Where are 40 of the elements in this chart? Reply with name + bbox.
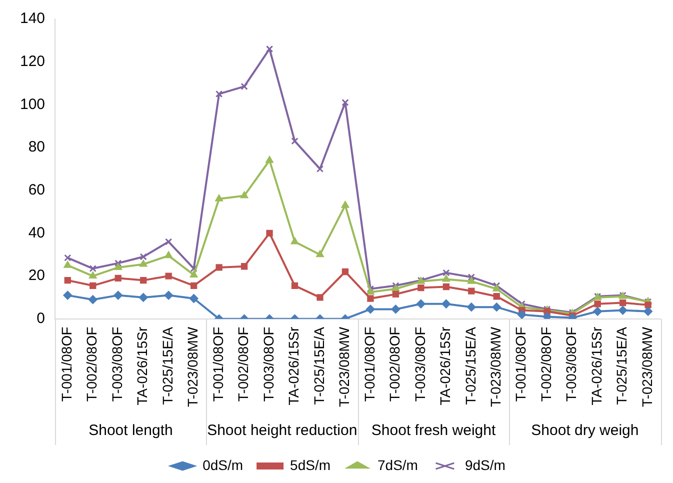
legend-label: 7dS/m: [378, 456, 418, 473]
text: Shoot dry weigh: [531, 422, 639, 440]
y-tick-label: 80: [28, 138, 46, 156]
y-tick-label: 100: [20, 96, 46, 113]
text: Shoot fresh weight: [371, 422, 496, 440]
x-tick-label: T-003/08OF: [412, 326, 428, 402]
x-tick-label: T-003/08OF: [108, 326, 125, 402]
x-tick-label: T-001/08OF: [210, 326, 226, 402]
x-tick-label: T-001/08OF: [512, 326, 529, 402]
x-tick-label: TA-026/15Sr: [437, 326, 454, 406]
x-tick-label: T-002/08OF: [84, 326, 100, 402]
y-tick-label: 140: [20, 10, 46, 28]
x-tick-label: T-025/15E/A: [159, 326, 176, 405]
x-tick-label: T-003/08OF: [563, 326, 580, 402]
legend-label: 5dS/m: [290, 456, 331, 473]
x-tick-label: TA-026/15Sr: [588, 326, 604, 406]
x-tick-label: TA-026/15Sr: [134, 326, 150, 406]
x-tick-label: T-023/08MW: [336, 326, 352, 408]
legend-label: 0dS/m: [202, 456, 244, 473]
y-tick-label: 60: [28, 181, 46, 198]
x-tick-label: T-023/08MW: [638, 326, 655, 408]
x-tick-label: T-025/15E/A: [614, 326, 630, 405]
text: Shoot length: [88, 422, 173, 440]
legend-label: 9dS/m: [464, 456, 506, 473]
x-tick-label: T-002/08OF: [538, 326, 554, 402]
y-tick-label: 120: [20, 52, 46, 70]
x-tick-label: T-023/08MW: [184, 326, 201, 408]
text: Shoot height reduction: [207, 422, 358, 440]
x-tick-label: T-001/08OF: [58, 326, 75, 402]
x-tick-label: T-001/08OF: [361, 326, 378, 402]
x-tick-label: T-002/08OF: [386, 326, 403, 402]
y-tick-label: 0: [36, 310, 46, 328]
x-tick-label: T-023/08MW: [487, 326, 504, 408]
x-tick-label: T-002/08OF: [235, 326, 252, 402]
y-tick-label: 20: [28, 267, 46, 284]
x-tick-label: T-025/15E/A: [310, 326, 327, 405]
x-tick-label: TA-026/15Sr: [286, 326, 302, 406]
x-tick-label: T-025/15E/A: [462, 326, 478, 405]
y-tick-label: 40: [28, 224, 46, 242]
x-tick-label: T-003/08OF: [260, 326, 276, 402]
